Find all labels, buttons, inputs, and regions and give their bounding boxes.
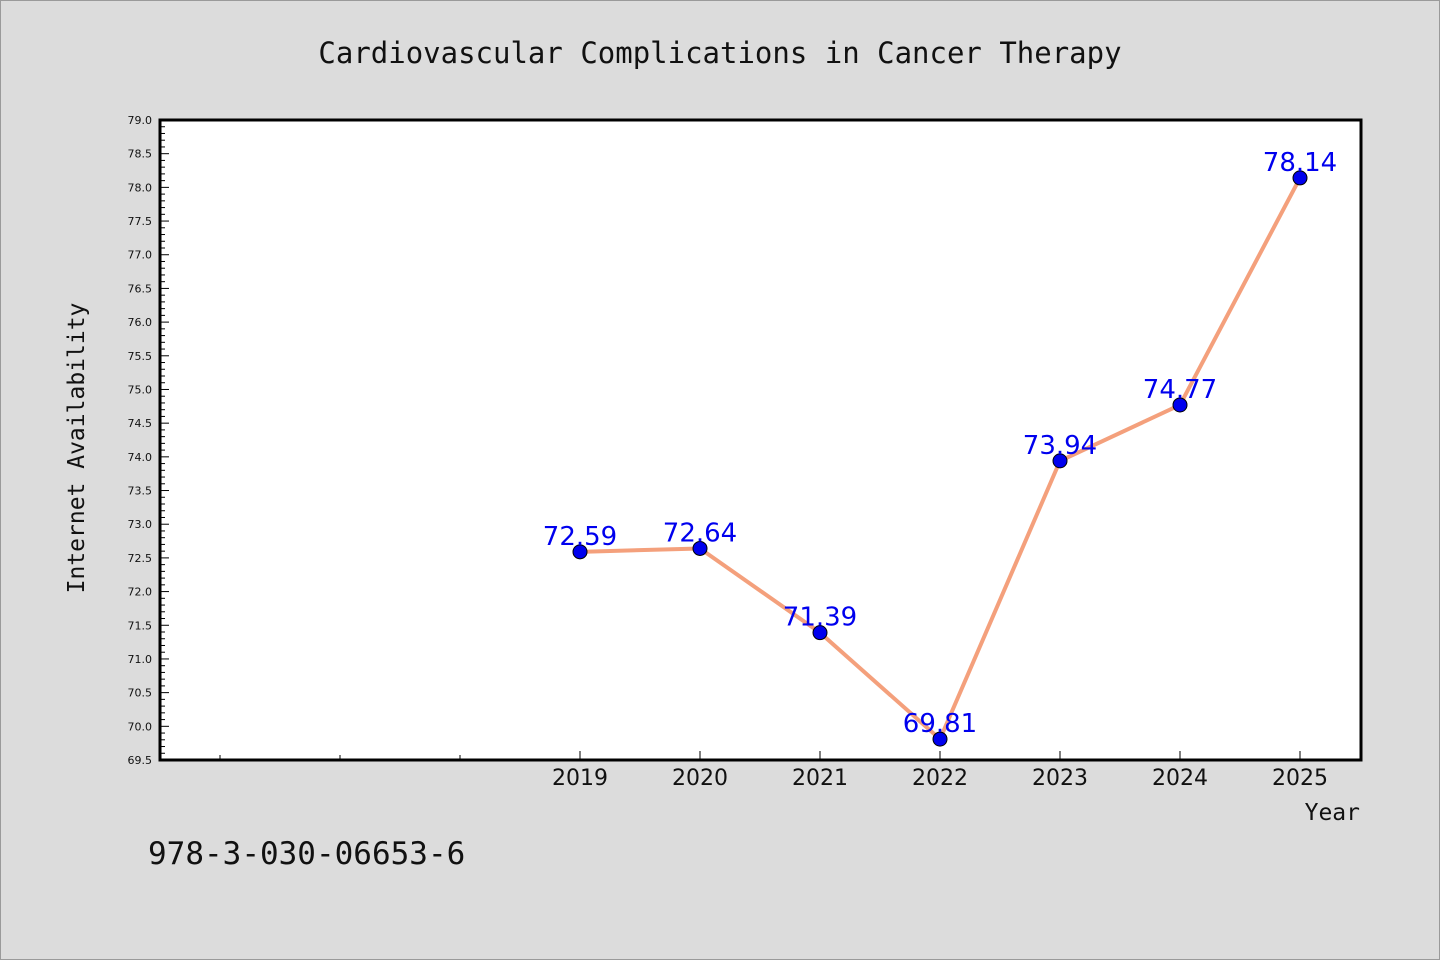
data-label: 71.39 xyxy=(783,603,857,633)
y-tick-label: 70.0 xyxy=(128,720,153,733)
y-tick-label: 71.5 xyxy=(128,619,153,632)
y-tick-label: 74.5 xyxy=(128,417,153,430)
y-tick-label: 70.5 xyxy=(128,687,153,700)
data-label: 74.77 xyxy=(1143,375,1217,405)
x-tick-label: 2024 xyxy=(1152,766,1208,791)
data-label: 72.59 xyxy=(543,522,617,552)
y-tick-label: 76.5 xyxy=(128,282,153,295)
x-tick-label: 2020 xyxy=(672,766,728,791)
data-labels: 72.59 72.64 71.39 69.81 73.94 74.77 78.14 xyxy=(543,148,1337,739)
data-point xyxy=(812,625,828,641)
y-tick-label: 72.5 xyxy=(128,552,153,565)
data-label: 73.94 xyxy=(1023,431,1097,461)
data-label: 72.64 xyxy=(663,518,737,548)
y-tick-label: 74.0 xyxy=(128,451,153,464)
y-tick-label: 78.5 xyxy=(128,148,153,161)
y-tick-label: 75.5 xyxy=(128,350,153,363)
data-label: 78.14 xyxy=(1263,148,1337,178)
x-tick-label: 2025 xyxy=(1272,766,1328,791)
y-tick-label: 77.5 xyxy=(128,215,153,228)
y-axis: 69.5 70.0 70.5 71.0 71.5 72.0 72.5 73.0 73.5 74.0… xyxy=(128,114,169,767)
y-tick-label: 69.5 xyxy=(128,754,153,767)
data-point xyxy=(572,544,588,560)
y-tick-label: 71.0 xyxy=(128,653,153,666)
y-tick-label: 78.0 xyxy=(128,181,153,194)
data-point xyxy=(692,540,708,556)
x-tick-label: 2023 xyxy=(1032,766,1088,791)
y-tick-label: 79.0 xyxy=(128,114,153,127)
x-axis: 2019 2020 2021 2022 2023 2024 2025 xyxy=(219,751,1328,791)
data-point xyxy=(1292,170,1308,186)
y-tick-label: 73.0 xyxy=(128,518,153,531)
data-label: 69.81 xyxy=(903,709,977,739)
y-tick-label: 75.0 xyxy=(128,383,153,396)
x-tick-label: 2019 xyxy=(552,766,608,791)
y-tick-label: 76.0 xyxy=(128,316,153,329)
x-axis-title: Year xyxy=(1305,800,1360,826)
y-tick-label: 73.5 xyxy=(128,485,153,498)
y-tick-label: 77.0 xyxy=(128,249,153,262)
chart-title: Cardiovascular Complications in Cancer T… xyxy=(318,36,1121,70)
data-point xyxy=(1052,453,1068,469)
y-axis-title: Internet Availability xyxy=(64,303,90,594)
data-point xyxy=(1172,397,1188,413)
y-tick-label: 72.0 xyxy=(128,586,153,599)
series-layer xyxy=(572,170,1308,747)
plot-area xyxy=(158,118,1363,762)
data-point xyxy=(932,731,948,747)
x-tick-label: 2021 xyxy=(792,766,848,791)
isbn-text: 978-3-030-06653-6 xyxy=(148,836,465,872)
x-tick-label: 2022 xyxy=(912,766,968,791)
